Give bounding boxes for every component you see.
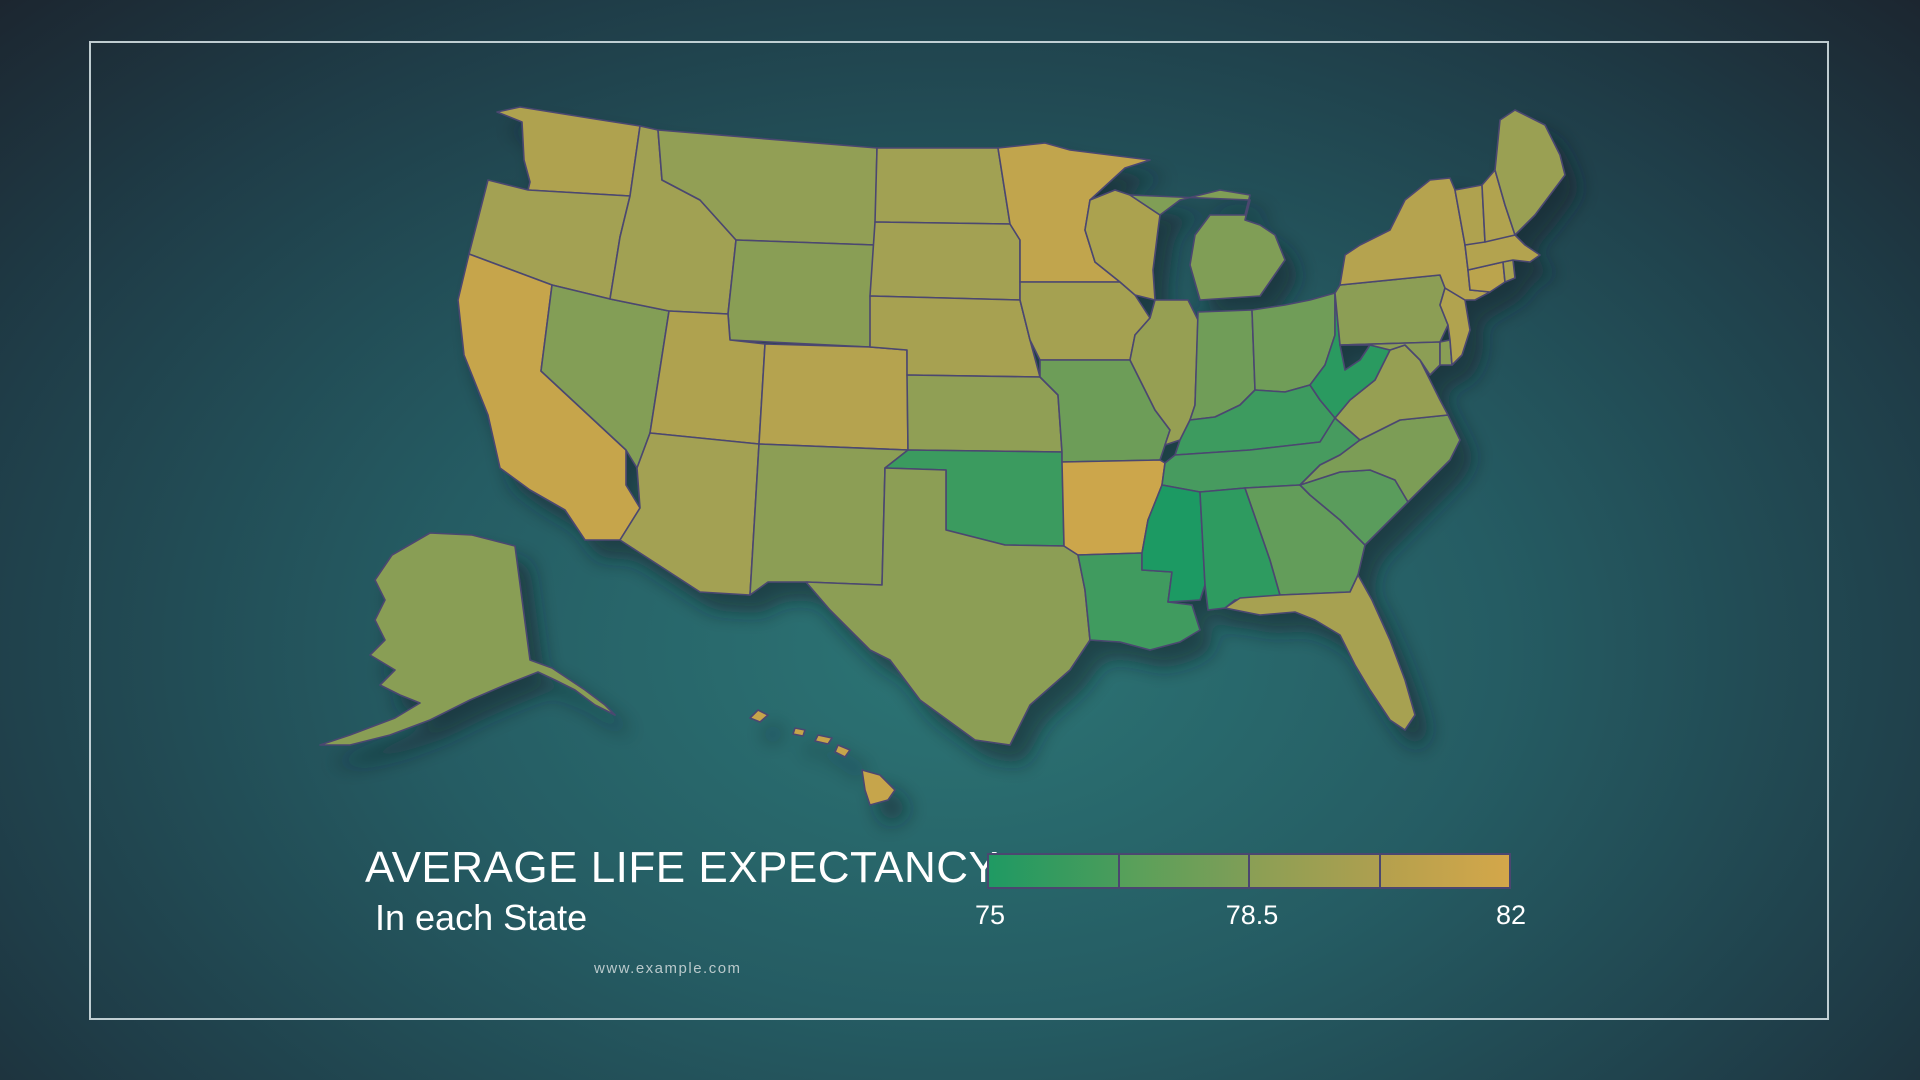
- state-AZ: [619, 432, 760, 596]
- state-CO: [758, 343, 909, 451]
- map-subtitle: In each State: [375, 897, 588, 938]
- state-FL: [1224, 574, 1416, 731]
- legend-max-label: 82: [1495, 900, 1527, 930]
- legend-bin-2: [1119, 855, 1250, 887]
- map-title: AVERAGE LIFE EXPECTANCY: [365, 843, 999, 892]
- state-WI: [1084, 189, 1161, 301]
- state-MA: [1464, 234, 1541, 271]
- state-IA: [1019, 281, 1151, 361]
- state-ME: [1494, 109, 1566, 236]
- state-HI: [749, 709, 896, 806]
- state-ND: [874, 147, 1011, 225]
- legend-min-label: 75: [974, 900, 1006, 930]
- state-RI: [1502, 259, 1516, 283]
- state-WA: [496, 106, 641, 197]
- legend-bin-4: [1380, 855, 1509, 887]
- state-NJ: [1439, 287, 1471, 366]
- state-KS: [906, 374, 1063, 453]
- state-SD: [869, 221, 1021, 301]
- legend-mid-label: 78.5: [1225, 900, 1279, 930]
- state-AK: [319, 532, 616, 746]
- state-WY: [727, 239, 876, 348]
- outer-frame: [89, 41, 1829, 1020]
- state-TX: [805, 467, 1091, 746]
- legend-bin-1: [989, 855, 1120, 887]
- state-MI: [1129, 189, 1286, 301]
- state-PA: [1334, 274, 1449, 346]
- color-legend: [987, 853, 1511, 889]
- state-WV: [1309, 292, 1391, 419]
- source-site: www.example.com: [594, 960, 742, 977]
- legend-bin-3: [1250, 855, 1381, 887]
